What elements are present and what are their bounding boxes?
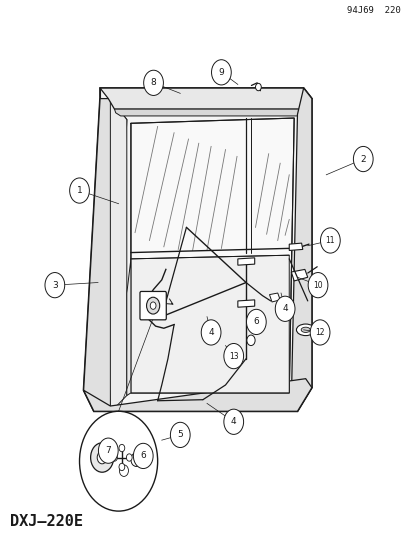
Text: 7: 7	[105, 446, 111, 455]
Circle shape	[255, 83, 261, 91]
Circle shape	[79, 411, 157, 511]
Text: 9: 9	[218, 68, 224, 77]
Text: 1: 1	[76, 186, 82, 195]
Circle shape	[131, 453, 141, 466]
Circle shape	[133, 443, 153, 469]
Polygon shape	[131, 255, 289, 393]
Polygon shape	[291, 88, 311, 411]
Circle shape	[307, 272, 327, 298]
Circle shape	[69, 178, 89, 203]
Circle shape	[150, 302, 156, 309]
Circle shape	[119, 463, 124, 471]
Circle shape	[98, 438, 118, 463]
Polygon shape	[83, 378, 311, 411]
Circle shape	[353, 147, 372, 172]
Circle shape	[201, 320, 221, 345]
Text: 94J69  220: 94J69 220	[346, 5, 399, 14]
Polygon shape	[94, 99, 126, 411]
Polygon shape	[237, 258, 254, 265]
Text: DXJ–220E: DXJ–220E	[9, 514, 83, 529]
Circle shape	[246, 335, 254, 345]
Polygon shape	[289, 243, 302, 251]
Circle shape	[134, 457, 138, 462]
Circle shape	[45, 272, 64, 298]
Circle shape	[143, 70, 163, 95]
Circle shape	[97, 451, 107, 464]
Text: 3: 3	[52, 281, 57, 289]
Circle shape	[320, 228, 339, 253]
Circle shape	[146, 297, 159, 314]
FancyBboxPatch shape	[140, 292, 166, 320]
Circle shape	[275, 296, 294, 321]
Text: 5: 5	[177, 431, 183, 439]
Polygon shape	[291, 269, 307, 281]
Polygon shape	[100, 88, 311, 109]
Polygon shape	[269, 293, 280, 302]
Polygon shape	[83, 88, 311, 411]
Circle shape	[119, 465, 128, 477]
Circle shape	[112, 454, 117, 461]
Polygon shape	[114, 99, 311, 116]
Circle shape	[126, 454, 132, 461]
Polygon shape	[237, 300, 254, 307]
Circle shape	[223, 409, 243, 434]
Text: 4: 4	[282, 304, 287, 313]
Polygon shape	[131, 118, 294, 393]
Text: 4: 4	[208, 328, 214, 337]
Circle shape	[309, 320, 329, 345]
Text: 4: 4	[230, 417, 236, 426]
Text: 11: 11	[325, 236, 334, 245]
Polygon shape	[83, 99, 126, 411]
Circle shape	[246, 309, 266, 335]
Circle shape	[211, 60, 231, 85]
Text: 2: 2	[360, 155, 365, 164]
Text: 10: 10	[313, 281, 322, 289]
Text: 13: 13	[228, 352, 238, 361]
Text: 6: 6	[253, 318, 259, 326]
Polygon shape	[126, 259, 131, 395]
Circle shape	[90, 443, 114, 472]
Text: 12: 12	[315, 328, 324, 337]
Text: 6: 6	[140, 451, 146, 461]
Circle shape	[223, 343, 243, 369]
Ellipse shape	[296, 324, 314, 336]
Text: 8: 8	[150, 78, 156, 87]
Ellipse shape	[300, 327, 309, 333]
Circle shape	[119, 445, 124, 452]
Circle shape	[170, 422, 190, 448]
